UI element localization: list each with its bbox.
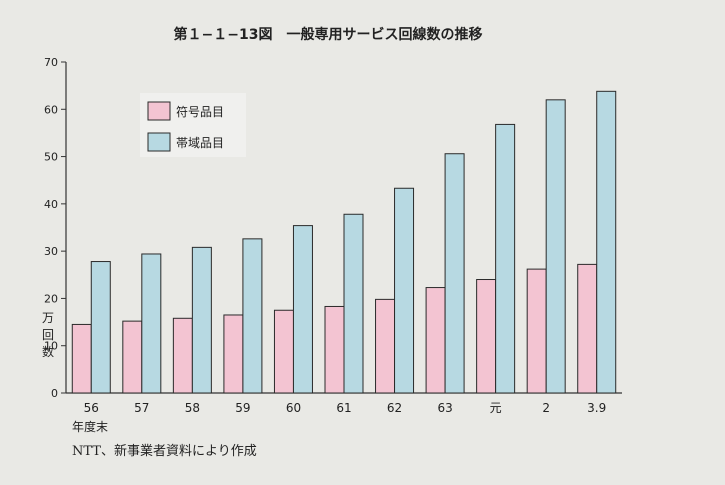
bar-pink-7 [425,287,446,394]
x-tick-label: 59 [235,401,250,415]
bar-pink-10 [577,263,598,394]
chart-title: 第１−１−13図 一般専用サービス回線数の推移 [174,26,483,43]
x-tick-label: 57 [134,401,149,415]
x-tick-label: 56 [84,401,99,415]
bar-blue-5 [343,213,364,394]
legend-swatch-blue [147,132,171,152]
bar-pink-8 [476,279,497,394]
bar-pink-9 [526,268,547,394]
bar-pink-4 [273,309,294,394]
bar-blue-10 [596,90,617,394]
x-tick-label: 3.9 [587,401,606,415]
bar-pink-2 [172,317,193,394]
bar-pink-0 [71,323,92,394]
x-tick-label: 62 [387,401,402,415]
bar-pink-6 [375,298,396,394]
y-tick-label: 50 [44,151,58,164]
bar-blue-4 [292,225,313,394]
y-tick-label: 20 [44,292,58,305]
bar-blue-7 [444,153,465,394]
bar-blue-1 [141,253,162,394]
x-tick-label: 63 [437,401,452,415]
bar-blue-8 [495,123,516,394]
bar-blue-0 [90,261,111,394]
x-tick-label: 2 [542,401,550,415]
x-tick-label: 元 [490,401,502,415]
category-labels: 56 57 58 59 60 61 62 63 元 2 3.9 [84,401,607,415]
bar-blue-2 [191,246,212,394]
source-note: NTT、新事業者資料により作成 [72,443,257,459]
y-tick-label: 0 [51,387,58,400]
y-tick-label: 70 [44,56,58,69]
x-tick-label: 58 [185,401,200,415]
y-tick-label: 30 [44,245,58,258]
y-tick-label: 10 [44,340,58,353]
legend-label-pink: 符号品目 [176,104,224,119]
bar-blue-9 [545,99,566,394]
y-axis-label: 万回数 [42,311,54,359]
bar-pink-1 [122,320,143,394]
bar-blue-6 [394,187,415,394]
bar-pink-3 [223,314,244,394]
x-tick-label: 60 [286,401,301,415]
legend-label-blue: 帯域品目 [176,136,224,150]
y-tick-label: 60 [44,103,58,116]
y-tick-label: 40 [44,198,58,211]
bars [71,90,617,394]
x-axis-note: 年度末 [72,419,108,434]
bar-pink-5 [324,305,345,394]
bar-blue-3 [242,238,263,394]
legend-swatch-pink [147,101,171,121]
x-tick-label: 61 [336,401,351,415]
